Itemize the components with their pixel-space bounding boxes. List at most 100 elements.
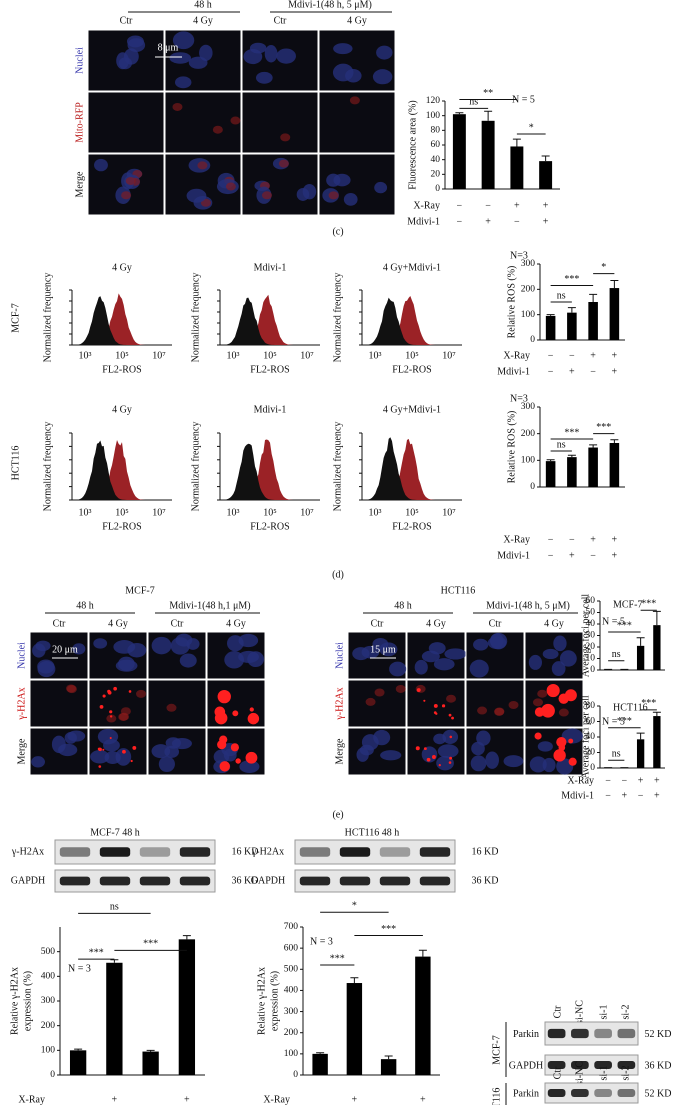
y-tick-label: 700: [284, 922, 299, 932]
nucleus: [171, 738, 192, 750]
size-label: 36 KD: [232, 875, 259, 886]
band: [299, 876, 331, 886]
bar: [588, 447, 598, 487]
y-tick-label: 500: [41, 947, 56, 957]
histogram: [72, 440, 172, 500]
focus: [423, 699, 426, 702]
column-label: Ctr: [371, 618, 384, 629]
nucleus: [58, 743, 78, 757]
signal: [395, 684, 406, 693]
focus: [553, 749, 566, 762]
focus: [449, 735, 453, 739]
column-label: Ctr: [489, 618, 502, 629]
nucleus: [376, 45, 393, 60]
y-label: Fluorescence area (%): [407, 100, 418, 189]
signal: [349, 96, 360, 105]
error-bar: [484, 110, 493, 121]
signal: [230, 116, 241, 125]
focus: [448, 713, 452, 717]
y-tick-label: 200: [284, 1028, 299, 1038]
condition-sign: +: [654, 790, 660, 801]
y-tick-label: 200: [521, 429, 536, 439]
band: [617, 1028, 636, 1039]
y-tick-label: 0: [530, 482, 535, 492]
band: [547, 1089, 566, 1097]
condition-sign: +: [612, 350, 618, 361]
focus: [546, 684, 560, 698]
y-tick-label: 0: [590, 665, 595, 675]
treatment-label: Mdivi-1(48 h,1 μM): [169, 600, 250, 611]
signal: [537, 689, 548, 698]
error-bar: [541, 155, 550, 162]
bar: [415, 956, 431, 1075]
column-label: 4 Gy: [426, 618, 446, 629]
band: [594, 1089, 612, 1097]
nucleus: [372, 69, 393, 85]
protein-label: γ-H2Ax: [11, 846, 44, 857]
blot-title: HCT116 48 h: [345, 827, 400, 838]
size-label: 36 KD: [645, 1060, 672, 1071]
nucleus: [529, 756, 547, 773]
focus: [219, 761, 230, 772]
nucleus: [553, 635, 567, 652]
error-bar: [636, 732, 645, 740]
error-bar: [610, 439, 619, 443]
condition-label: Mdivi-1: [407, 216, 440, 227]
nucleus: [469, 659, 489, 678]
band: [379, 876, 411, 886]
condition-sign: −: [548, 366, 554, 377]
nucleus: [35, 640, 51, 652]
focus: [102, 748, 105, 751]
condition-sign: −: [638, 790, 644, 801]
nucleus: [436, 755, 454, 771]
y-tick-label: 0: [50, 1070, 55, 1080]
error-bar: [146, 1049, 155, 1052]
nucleus: [561, 728, 583, 744]
band: [571, 1028, 589, 1039]
y-tick-label: 200: [41, 1021, 56, 1031]
column-label: si-2: [620, 1005, 631, 1020]
nucleus: [123, 48, 139, 65]
histogram: [72, 440, 172, 500]
nucleus: [343, 192, 358, 206]
protein-label: GAPDH: [509, 1060, 543, 1071]
y-label: Normalized frequency: [190, 273, 201, 363]
focus: [441, 704, 446, 708]
focus: [109, 715, 113, 718]
bar: [481, 120, 495, 189]
y-tick-label: 60: [586, 596, 596, 606]
nucleus: [473, 638, 489, 651]
time-label: 48 h: [194, 0, 212, 10]
y-label: Average foci per cell: [580, 695, 591, 779]
y-tick-label: 120: [426, 96, 441, 106]
bar: [567, 312, 577, 340]
significance-label: ***: [564, 427, 579, 438]
band: [59, 876, 91, 886]
column-label: Ctr: [53, 618, 66, 629]
y-label: Normalized frequency: [332, 422, 343, 512]
focus: [416, 688, 421, 692]
focus: [558, 744, 566, 751]
micrograph: [87, 91, 165, 154]
nucleus: [151, 744, 171, 759]
y-label: Normalized frequency: [332, 273, 343, 363]
x-tick-label: 10⁵: [263, 350, 277, 361]
band: [617, 1089, 636, 1097]
focus: [245, 751, 258, 764]
focus: [534, 732, 542, 740]
condition-label: X-Ray: [567, 775, 594, 786]
column-label: Ctr: [552, 1005, 563, 1018]
y-tick-label: 50: [586, 608, 596, 618]
signal: [136, 689, 147, 698]
signal: [494, 707, 505, 716]
signal: [278, 159, 289, 168]
protein-label: GAPDH: [11, 875, 45, 886]
y-tick-label: 30: [586, 631, 596, 641]
x-tick-label: 10⁷: [152, 350, 166, 361]
condition-sign: +: [420, 1094, 426, 1105]
cell-line: HCT116: [441, 585, 476, 596]
n-label: N = 5: [512, 94, 535, 105]
condition-label: X-Ray: [503, 534, 530, 545]
y-tick-label: 100: [521, 456, 536, 466]
scale-bar-label: 20 μm: [52, 644, 78, 655]
